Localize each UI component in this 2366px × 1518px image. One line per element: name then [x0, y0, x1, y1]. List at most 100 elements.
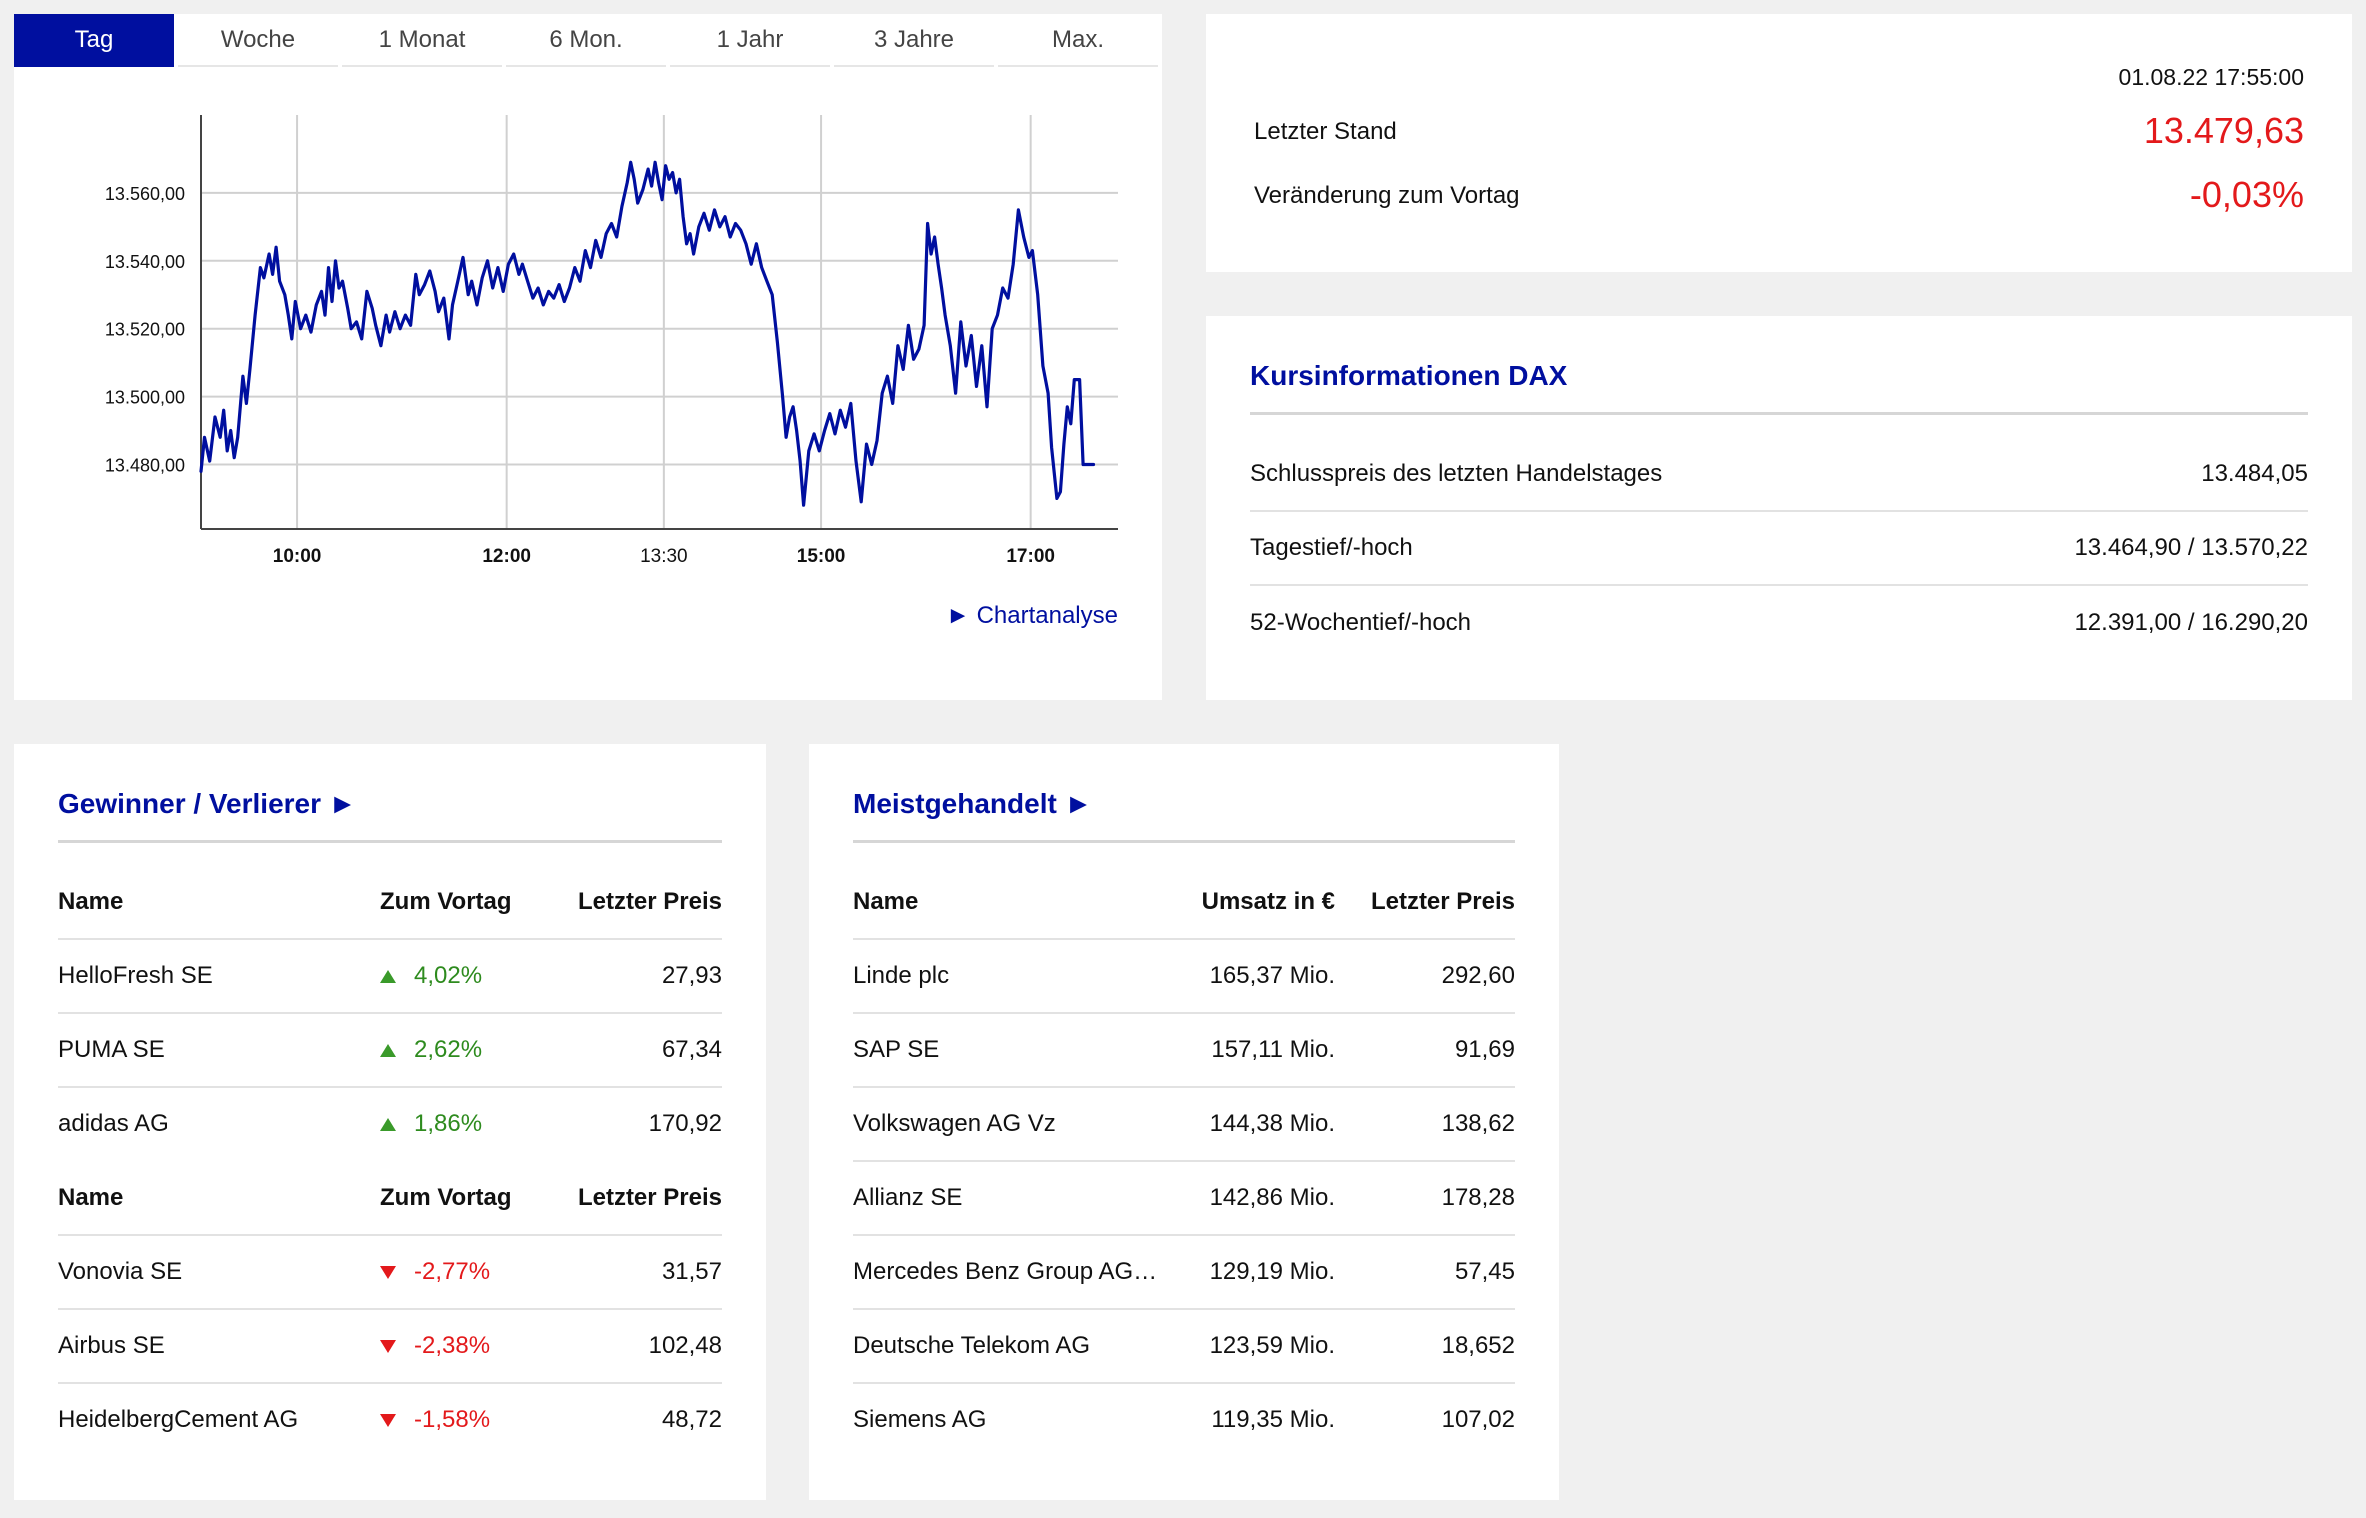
stock-name: Siemens AG — [853, 1406, 987, 1433]
price-value: 27,93 — [661, 962, 722, 989]
table-row[interactable]: HeidelbergCement AG -1,58% 48,72 — [58, 1384, 722, 1458]
table-header-row: Name Zum Vortag Letzter Preis — [58, 866, 722, 940]
section-divider — [58, 840, 722, 843]
info-row-52-wochen: 52-Wochentief/-hoch 12.391,00 / 16.290,2… — [1250, 586, 2308, 660]
timeframe-tabs: Tag Woche 1 Monat 6 Mon. 1 Jahr 3 Jahre … — [14, 14, 1162, 69]
table-header-row: Name Zum Vortag Letzter Preis — [58, 1162, 722, 1236]
price-value: 102,48 — [648, 1332, 722, 1359]
y-tick-label: 13.540,00 — [105, 252, 185, 272]
stock-name: Allianz SE — [853, 1184, 963, 1211]
arrow-down-icon — [380, 1339, 396, 1353]
price-value: 18,652 — [1441, 1332, 1515, 1359]
table-row[interactable]: HelloFresh SE 4,02% 27,93 — [58, 940, 722, 1014]
gewinner-verlierer-panel: Gewinner / Verlierer ► Name Zum Vortag L… — [14, 744, 766, 1500]
info-label: 52-Wochentief/-hoch — [1250, 609, 1472, 636]
price-value: 170,92 — [648, 1110, 722, 1137]
kursinformationen-title: Kursinformationen DAX — [1250, 360, 1568, 391]
x-tick-label: 13:30 — [640, 546, 688, 567]
x-tick-label: 17:00 — [1006, 546, 1055, 567]
change-value: -0,03% — [2189, 174, 2304, 215]
col-header-price: Letzter Preis — [1370, 888, 1515, 915]
stock-name: Deutsche Telekom AG — [853, 1332, 1091, 1359]
change-cell: 1,86% — [380, 1088, 482, 1160]
info-row-schlusspreis: Schlusspreis des letzten Handelstages 13… — [1250, 438, 2308, 512]
stock-name: Mercedes Benz Group AG… — [853, 1258, 1158, 1285]
info-label: Tagestief/-hoch — [1250, 534, 1413, 561]
price-value: 48,72 — [661, 1406, 722, 1433]
info-value: 13.464,90 / 13.570,22 — [2074, 534, 2308, 561]
volume-value: 142,86 Mio. — [1209, 1184, 1335, 1211]
tab-woche[interactable]: Woche — [178, 14, 338, 67]
tab-3-jahre[interactable]: 3 Jahre — [834, 14, 994, 67]
col-header-price: Letzter Preis — [577, 888, 722, 915]
table-row[interactable]: PUMA SE 2,62% 67,34 — [58, 1014, 722, 1088]
change-cell: -2,77% — [380, 1236, 490, 1308]
price-value: 292,60 — [1441, 962, 1515, 989]
table-row[interactable]: Volkswagen AG Vz 144,38 Mio. 138,62 — [853, 1088, 1515, 1162]
table-row[interactable]: Mercedes Benz Group AG… 129,19 Mio. 57,4… — [853, 1236, 1515, 1310]
chartanalyse-link[interactable]: ► Chartanalyse — [946, 602, 1118, 629]
arrow-down-icon — [380, 1413, 396, 1427]
volume-value: 129,19 Mio. — [1209, 1258, 1335, 1285]
chart-panel: Tag Woche 1 Monat 6 Mon. 1 Jahr 3 Jahre … — [14, 14, 1162, 700]
section-divider — [853, 840, 1515, 843]
volume-value: 165,37 Mio. — [1209, 962, 1335, 989]
col-header-name: Name — [853, 888, 919, 915]
meistgehandelt-panel: Meistgehandelt ► Name Umsatz in € Letzte… — [809, 744, 1559, 1500]
arrow-up-icon — [380, 1043, 396, 1057]
change-value: -2,77% — [414, 1258, 491, 1285]
y-tick-label: 13.560,00 — [105, 184, 185, 204]
tab-1-monat[interactable]: 1 Monat — [342, 14, 502, 67]
tab-tag[interactable]: Tag — [14, 14, 174, 67]
change-cell: -2,38% — [380, 1310, 490, 1382]
info-value: 13.484,05 — [2201, 460, 2308, 487]
section-divider — [1250, 412, 2308, 415]
dax-price-line — [199, 160, 1096, 507]
stock-name: SAP SE — [853, 1036, 940, 1063]
table-row[interactable]: Deutsche Telekom AG 123,59 Mio. 18,652 — [853, 1310, 1515, 1384]
stock-name: Airbus SE — [58, 1332, 165, 1359]
change-cell: -1,58% — [380, 1384, 490, 1456]
quote-datetime: 01.08.22 17:55:00 — [2118, 64, 2304, 90]
meistgehandelt-title[interactable]: Meistgehandelt ► — [853, 788, 1093, 819]
price-value: 31,57 — [661, 1258, 722, 1285]
x-tick-label: 12:00 — [482, 546, 531, 567]
y-tick-label: 13.480,00 — [105, 455, 185, 475]
table-row[interactable]: Airbus SE -2,38% 102,48 — [58, 1310, 722, 1384]
arrow-down-icon — [380, 1265, 396, 1279]
y-tick-label: 13.520,00 — [105, 320, 185, 340]
price-value: 178,28 — [1441, 1184, 1515, 1211]
change-cell: 2,62% — [380, 1014, 482, 1086]
volume-value: 144,38 Mio. — [1209, 1110, 1335, 1137]
col-header-name: Name — [58, 1184, 124, 1211]
table-header-row: Name Umsatz in € Letzter Preis — [853, 866, 1515, 940]
intraday-line-chart: 13.480,00 13.500,00 13.520,00 13.540,00 13.5… — [105, 115, 1118, 567]
table-row[interactable]: SAP SE 157,11 Mio. 91,69 — [853, 1014, 1515, 1088]
stock-name: Linde plc — [853, 962, 950, 989]
price-value: 138,62 — [1441, 1110, 1515, 1137]
table-row[interactable]: Allianz SE 142,86 Mio. 178,28 — [853, 1162, 1515, 1236]
volume-value: 119,35 Mio. — [1211, 1406, 1335, 1433]
table-row[interactable]: adidas AG 1,86% 170,92 — [58, 1088, 722, 1162]
gewinner-verlierer-title[interactable]: Gewinner / Verlierer ► — [58, 788, 357, 819]
price-value: 57,45 — [1454, 1258, 1515, 1285]
col-header-change: Zum Vortag — [380, 1184, 512, 1211]
tab-max[interactable]: Max. — [998, 14, 1158, 67]
table-row[interactable]: Linde plc 165,37 Mio. 292,60 — [853, 940, 1515, 1014]
tab-1-jahr[interactable]: 1 Jahr — [670, 14, 830, 67]
kursinformationen-panel: Kursinformationen DAX Schlusspreis des l… — [1206, 316, 2352, 700]
stock-name: HelloFresh SE — [58, 962, 213, 989]
table-row[interactable]: Siemens AG 119,35 Mio. 107,02 — [853, 1384, 1515, 1458]
y-tick-label: 13.500,00 — [105, 388, 185, 408]
col-header-name: Name — [58, 888, 124, 915]
stock-name: PUMA SE — [58, 1036, 165, 1063]
change-value: 2,62% — [414, 1036, 483, 1063]
stock-name: adidas AG — [58, 1110, 169, 1137]
last-price-label: Letzter Stand — [1254, 118, 1397, 145]
price-value: 107,02 — [1441, 1406, 1515, 1433]
arrow-up-icon — [380, 1117, 396, 1131]
arrow-up-icon — [380, 969, 396, 983]
table-row[interactable]: Vonovia SE -2,77% 31,57 — [58, 1236, 722, 1310]
change-value: -2,38% — [414, 1332, 491, 1359]
tab-6-mon[interactable]: 6 Mon. — [506, 14, 666, 67]
